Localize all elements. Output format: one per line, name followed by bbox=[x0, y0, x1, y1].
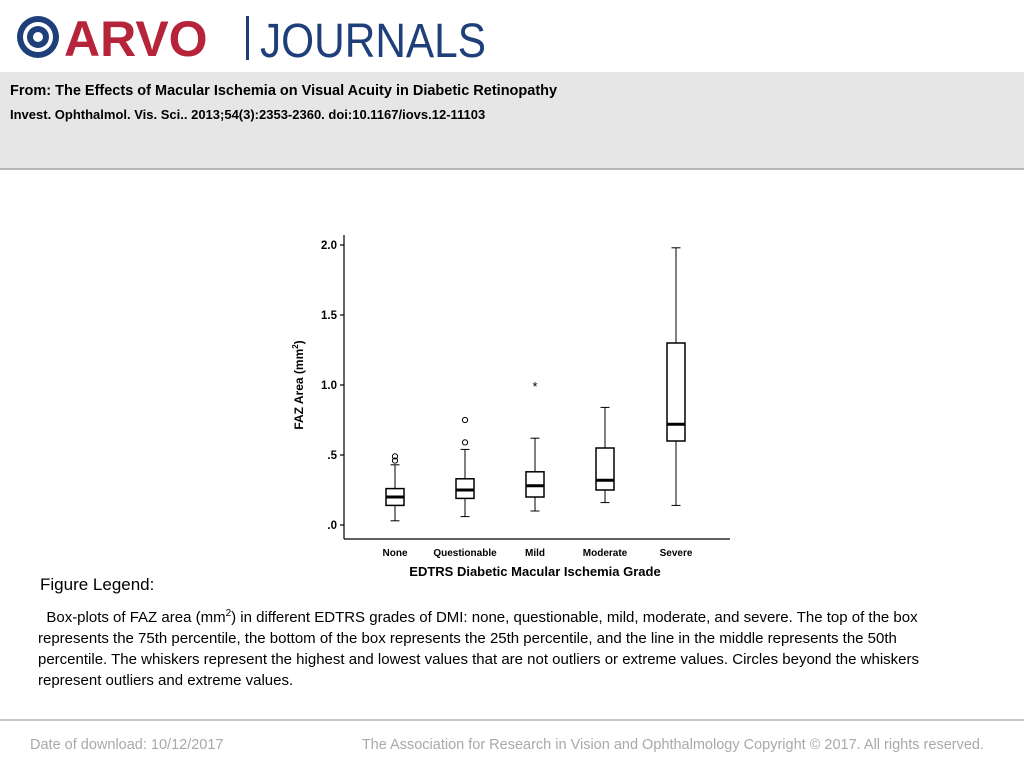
logo-graphic: ARVO JOURNALS bbox=[17, 11, 486, 64]
boxplot-svg: FAZ Area (mm2) .0 .5 1.0 1.5 2.0 * None Quest… bbox=[291, 235, 730, 579]
figure-legend-heading: Figure Legend: bbox=[40, 575, 155, 594]
box-iqr bbox=[666, 342, 686, 442]
x-tick-label: Severe bbox=[660, 548, 693, 559]
logo-primary-text: ARVO bbox=[64, 11, 208, 64]
faz-boxplot-chart: FAZ Area (mm2) .0 .5 1.0 1.5 2.0 * None Quest… bbox=[285, 225, 745, 590]
box-questionable bbox=[455, 416, 475, 518]
arvo-journals-logo: ARVO JOURNALS bbox=[14, 10, 494, 64]
download-date: Date of download: 10/12/2017 bbox=[30, 737, 224, 753]
y-axis-title-superscript: 2 bbox=[291, 344, 300, 349]
y-axis-title: FAZ Area (mm2) bbox=[291, 340, 306, 429]
y-tick-label: 1.0 bbox=[321, 380, 337, 392]
y-axis-title-close: ) bbox=[292, 340, 306, 344]
y-tick-label: 2.0 bbox=[321, 240, 337, 252]
outlier-point bbox=[461, 439, 469, 446]
x-axis-ticks: None Questionable Mild Moderate Severe bbox=[383, 548, 693, 559]
boxplot-boxes: * bbox=[385, 247, 686, 522]
y-tick-label: 1.5 bbox=[321, 310, 338, 322]
box-none bbox=[385, 453, 405, 522]
y-tick-label: .5 bbox=[327, 450, 337, 462]
copyright-notice: The Association for Research in Vision a… bbox=[361, 737, 984, 753]
box-mild: * bbox=[525, 379, 545, 512]
figure-legend-text: Box-plots of FAZ area (mm2) in different… bbox=[38, 607, 938, 691]
outlier-point bbox=[461, 416, 469, 424]
article-citation: Invest. Ophthalmol. Vis. Sci.. 2013;54(3… bbox=[10, 107, 486, 122]
x-tick-label: Mild bbox=[525, 548, 545, 559]
logo-secondary-text: JOURNALS bbox=[260, 15, 486, 64]
legend-text-rest: ) in different EDTRS grades of DMI: none… bbox=[38, 609, 920, 689]
y-tick-label: .0 bbox=[327, 520, 337, 532]
box-moderate bbox=[595, 406, 615, 504]
article-info-band: From: The Effects of Macular Ischemia on… bbox=[0, 72, 1024, 170]
article-title: From: The Effects of Macular Ischemia on… bbox=[10, 83, 558, 99]
y-axis-ticks: .0 .5 1.0 1.5 2.0 bbox=[321, 240, 344, 532]
box-iqr bbox=[595, 447, 615, 491]
x-tick-label: Moderate bbox=[583, 548, 628, 559]
box-severe bbox=[666, 247, 686, 506]
legend-text-start: Box-plots of FAZ area (mm bbox=[46, 609, 226, 626]
x-axis-title: EDTRS Diabetic Macular Ischemia Grade bbox=[409, 564, 660, 579]
extreme-point: * bbox=[532, 379, 537, 394]
legend-text-superscript: 2 bbox=[225, 608, 232, 619]
y-axis-title-main: FAZ Area (mm bbox=[292, 349, 306, 430]
eye-icon bbox=[17, 16, 59, 58]
y-axis-title-text: FAZ Area (mm2) bbox=[291, 340, 306, 429]
logo-divider bbox=[246, 16, 249, 60]
footer-divider bbox=[0, 719, 1024, 721]
outlier-point bbox=[391, 457, 399, 464]
x-tick-label: None bbox=[383, 548, 408, 559]
x-tick-label: Questionable bbox=[433, 548, 497, 559]
outlier-point bbox=[391, 453, 399, 460]
